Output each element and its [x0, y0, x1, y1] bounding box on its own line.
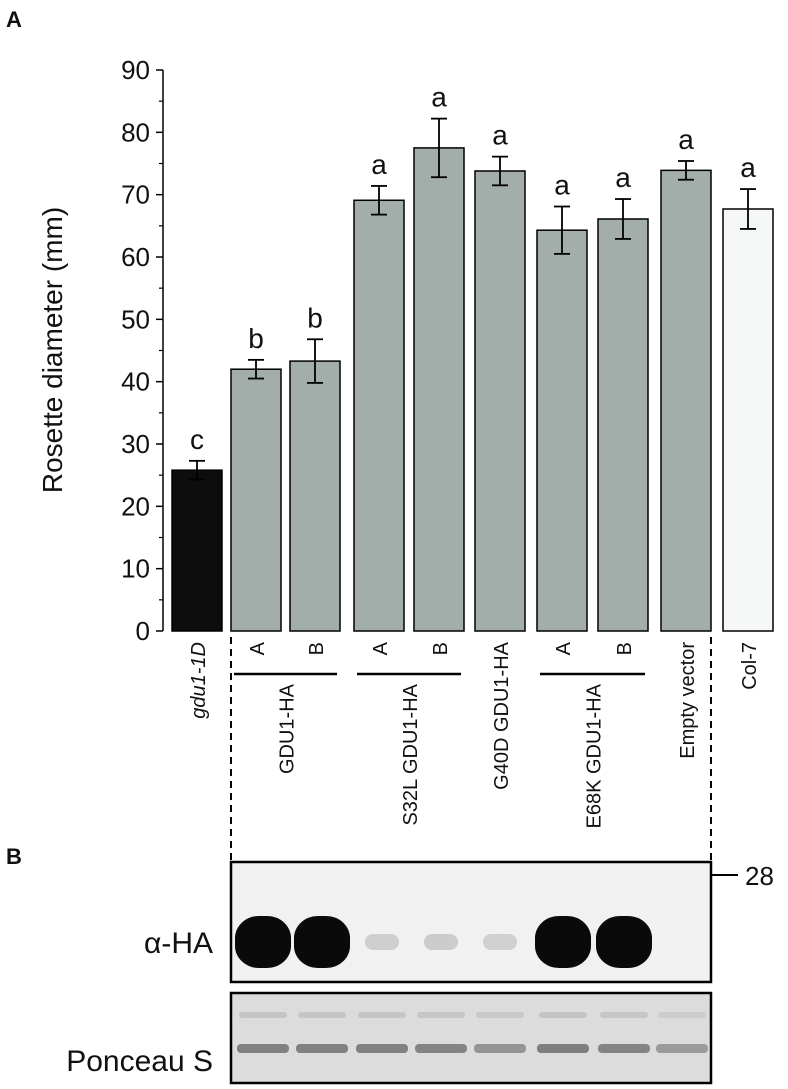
- blot-label-ponceau: Ponceau S: [66, 1045, 213, 1078]
- significance-letter: a: [492, 120, 508, 151]
- lane-connectors: [230, 637, 712, 862]
- bar: [474, 170, 526, 632]
- bar-chart: 0 10 20 30 40 50 60 70 80 90 Rosette diameter (mm…: [37, 55, 774, 829]
- y-tick-label: 70: [121, 180, 150, 210]
- significance-letter: a: [371, 149, 387, 180]
- blot-band-ponceau: [415, 1044, 467, 1053]
- x-tick-labels: gdu1-1D A B A B G40D GDU1-HA A B Empty vector Col…: [188, 641, 761, 789]
- significance-letter: a: [740, 152, 756, 183]
- blot-band-ponceau: [476, 1012, 524, 1018]
- x-tick-label: G40D GDU1-HA: [491, 641, 513, 789]
- blot-band-ponceau: [239, 1012, 287, 1018]
- significance-letter: c: [190, 424, 204, 455]
- group-label: S32L GDU1-HA: [400, 683, 422, 825]
- bar: [289, 360, 341, 632]
- y-tick-label: 60: [121, 242, 150, 272]
- y-tick-label: 80: [121, 117, 150, 147]
- blot-frame-ponceau: [229, 991, 713, 1085]
- blot-band-ha: [424, 934, 458, 950]
- y-tick-label: 0: [136, 616, 150, 646]
- y-tick-label: 90: [121, 55, 150, 85]
- blot-band-ponceau: [658, 1012, 706, 1018]
- bar: [230, 368, 282, 632]
- blot-band-ponceau: [539, 1012, 587, 1018]
- blot-band-ha: [535, 916, 591, 968]
- significance-letter: a: [554, 170, 570, 201]
- x-tick-label: B: [306, 642, 328, 655]
- blot-band-ponceau: [600, 1012, 648, 1018]
- blot-band-ponceau: [237, 1044, 289, 1053]
- blot-band-ponceau: [474, 1044, 526, 1053]
- bar: [536, 229, 588, 632]
- bar: [171, 469, 223, 632]
- x-tick-label: A: [553, 641, 575, 655]
- y-tick-label: 30: [121, 429, 150, 459]
- blot-band-ha: [483, 934, 517, 950]
- y-axis-label: Rosette diameter (mm): [37, 207, 68, 493]
- blot-band-ponceau: [296, 1044, 348, 1053]
- blot-band-ha: [294, 916, 350, 968]
- y-tick-label: 50: [121, 304, 150, 334]
- blot-label-ha: α-HA: [144, 927, 213, 960]
- y-tick-label: 20: [121, 491, 150, 521]
- bars: c b b a a a a a a a: [171, 82, 774, 632]
- marker-label: 28: [745, 861, 774, 891]
- y-tick-label: 40: [121, 367, 150, 397]
- blot-band-ponceau: [656, 1044, 708, 1053]
- bar: [597, 218, 649, 632]
- group-label: E68K GDU1-HA: [584, 683, 606, 828]
- blot-panel-ponceau: [229, 991, 713, 1085]
- blot-band-ponceau: [358, 1012, 406, 1018]
- bar: [660, 169, 712, 632]
- x-tick-label: gdu1-1D: [188, 642, 210, 719]
- significance-letter: a: [678, 124, 694, 155]
- blot-band-ponceau: [598, 1044, 650, 1053]
- blot-band-ha: [596, 916, 652, 968]
- group-labels: GDU1-HA S32L GDU1-HA E68K GDU1-HA: [234, 672, 645, 829]
- blot-band-ha: [235, 916, 291, 968]
- blot-band-ponceau: [356, 1044, 408, 1053]
- x-tick-label: B: [614, 642, 636, 655]
- significance-letter: a: [615, 162, 631, 193]
- bar: [353, 199, 405, 632]
- x-tick-label: Col-7: [739, 642, 761, 690]
- western-blot: α-HA Ponceau S 28: [66, 860, 774, 1085]
- bar: [722, 208, 774, 632]
- x-tick-label: Empty vector: [677, 642, 699, 759]
- blot-panel-ha: [229, 860, 713, 984]
- y-tick-label: 10: [121, 554, 150, 584]
- significance-letter: b: [307, 302, 323, 333]
- bar: [413, 147, 465, 632]
- significance-letter: b: [248, 323, 264, 354]
- group-label: GDU1-HA: [277, 683, 299, 774]
- x-tick-label: A: [247, 641, 269, 655]
- panel-label-a: A: [6, 7, 22, 32]
- significance-letter: a: [431, 82, 447, 113]
- panel-label-b: B: [6, 844, 22, 869]
- x-tick-label: A: [370, 641, 392, 655]
- x-tick-label: B: [430, 642, 452, 655]
- blot-band-ponceau: [298, 1012, 346, 1018]
- blot-band-ponceau: [417, 1012, 465, 1018]
- y-axis: 0 10 20 30 40 50 60 70 80 90: [121, 55, 164, 646]
- blot-band-ha: [365, 934, 399, 950]
- blot-band-ponceau: [537, 1044, 589, 1053]
